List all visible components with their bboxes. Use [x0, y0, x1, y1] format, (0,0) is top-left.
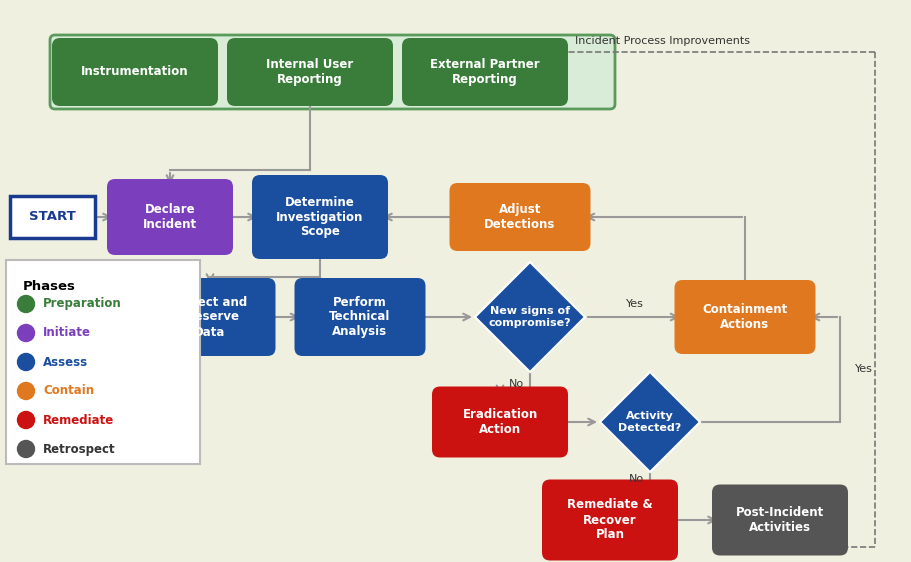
- Text: Contain: Contain: [43, 384, 94, 397]
- Text: No: No: [507, 379, 523, 389]
- Text: START: START: [28, 211, 76, 224]
- Text: Eradication
Action: Eradication Action: [462, 408, 537, 436]
- Text: Preparation: Preparation: [43, 297, 121, 310]
- FancyBboxPatch shape: [294, 278, 425, 356]
- Text: Incident Process Improvements: Incident Process Improvements: [574, 36, 749, 46]
- Circle shape: [17, 411, 35, 428]
- Circle shape: [17, 441, 35, 457]
- Circle shape: [17, 324, 35, 342]
- Text: Phases: Phases: [23, 280, 76, 293]
- Circle shape: [17, 383, 35, 400]
- Text: Containment
Actions: Containment Actions: [701, 303, 787, 331]
- Text: Initiate: Initiate: [43, 327, 91, 339]
- Text: Retrospect: Retrospect: [43, 442, 116, 455]
- Text: New signs of
compromise?: New signs of compromise?: [488, 306, 570, 328]
- Text: No: No: [628, 474, 643, 484]
- Text: Determine
Investigation
Scope: Determine Investigation Scope: [276, 196, 363, 238]
- Text: Activity
Detected?: Activity Detected?: [618, 411, 681, 433]
- FancyBboxPatch shape: [251, 175, 387, 259]
- Text: Yes: Yes: [625, 299, 643, 309]
- FancyBboxPatch shape: [6, 260, 200, 464]
- FancyBboxPatch shape: [52, 38, 218, 106]
- Text: Yes: Yes: [855, 365, 872, 374]
- Text: Perform
Technical
Analysis: Perform Technical Analysis: [329, 296, 390, 338]
- Circle shape: [17, 353, 35, 370]
- Circle shape: [17, 296, 35, 312]
- Text: Remediate: Remediate: [43, 414, 114, 427]
- Text: Assess: Assess: [43, 356, 88, 369]
- Text: External Partner
Reporting: External Partner Reporting: [430, 58, 539, 86]
- FancyBboxPatch shape: [674, 280, 814, 354]
- Text: Post-Incident
Activities: Post-Incident Activities: [735, 506, 824, 534]
- FancyBboxPatch shape: [711, 484, 847, 555]
- Polygon shape: [475, 262, 584, 372]
- FancyBboxPatch shape: [449, 183, 589, 251]
- FancyBboxPatch shape: [9, 196, 95, 238]
- FancyBboxPatch shape: [402, 38, 568, 106]
- Text: Declare
Incident: Declare Incident: [143, 203, 197, 231]
- Text: Instrumentation: Instrumentation: [81, 66, 189, 79]
- Text: Collect and
Preserve
Data: Collect and Preserve Data: [173, 296, 247, 338]
- Text: Remediate &
Recover
Plan: Remediate & Recover Plan: [567, 498, 652, 542]
- FancyBboxPatch shape: [227, 38, 393, 106]
- Text: Adjust
Detections: Adjust Detections: [484, 203, 555, 231]
- Polygon shape: [599, 372, 700, 472]
- FancyBboxPatch shape: [50, 35, 614, 109]
- FancyBboxPatch shape: [107, 179, 232, 255]
- FancyBboxPatch shape: [432, 387, 568, 457]
- FancyBboxPatch shape: [144, 278, 275, 356]
- Text: Internal User
Reporting: Internal User Reporting: [266, 58, 353, 86]
- FancyBboxPatch shape: [541, 479, 677, 560]
